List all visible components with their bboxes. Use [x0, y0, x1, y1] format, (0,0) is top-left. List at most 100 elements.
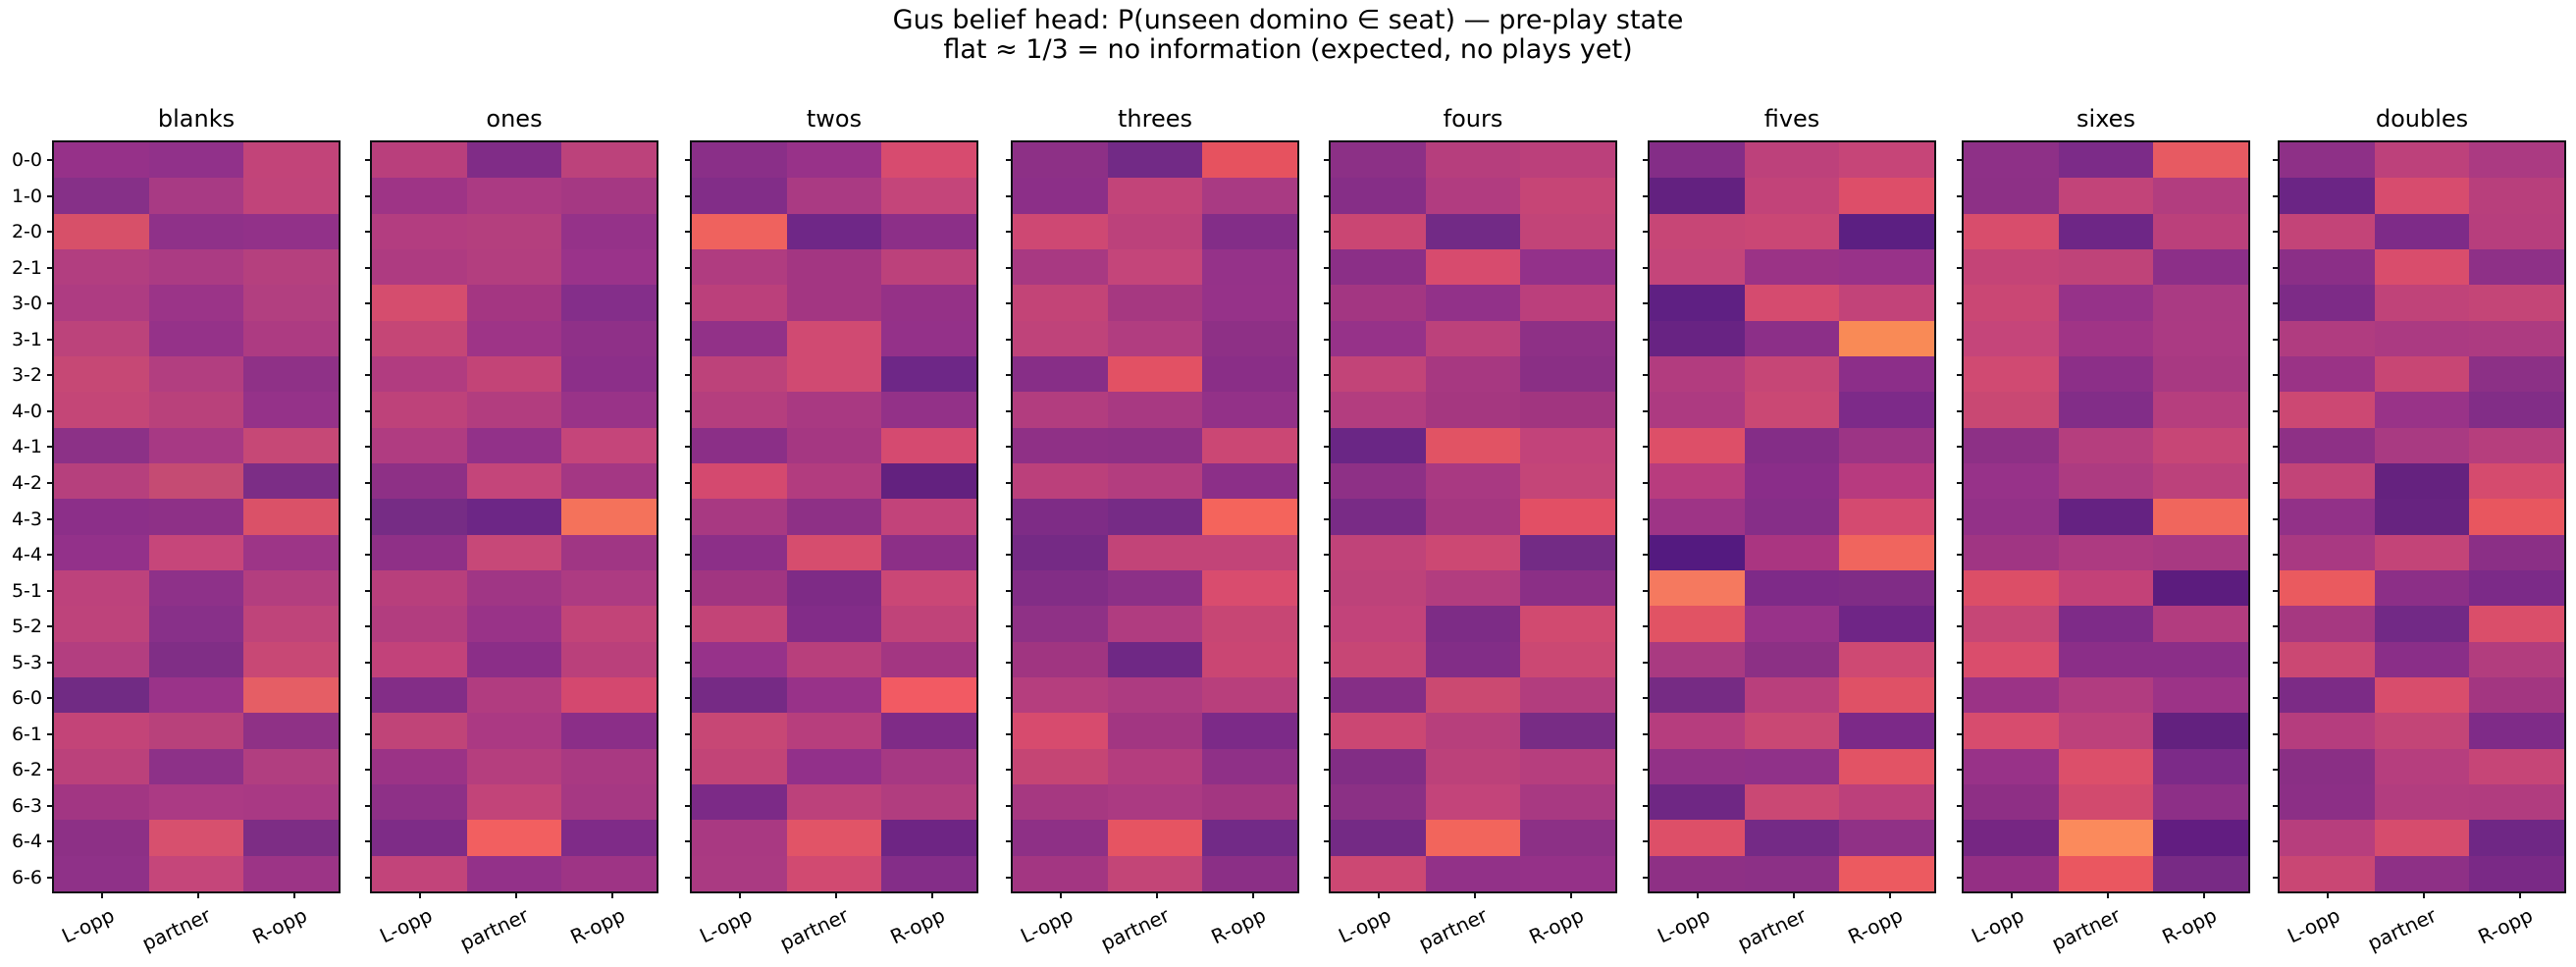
y-tick-mark [365, 840, 372, 843]
y-tick-mark [1324, 589, 1331, 592]
heatmap-cell-1-0-R-opp [1839, 178, 1934, 214]
y-tick-mark [685, 732, 692, 735]
heatmap-cell-3-1-L-opp [1964, 320, 2059, 356]
x-tick-label: R-opp [1525, 903, 1588, 949]
figure-title: Gus belief head: P(unseen domino ∈ seat)… [0, 6, 2576, 65]
y-tick-mark [2273, 231, 2280, 234]
heatmap-cell-0-0-L-opp [692, 142, 787, 179]
heatmap-cell-5-2-L-opp [2280, 606, 2375, 642]
heatmap-cell-6-3-R-opp [561, 783, 657, 821]
heatmap-cell-2-1-L-opp [2280, 248, 2375, 286]
y-tick-mark [365, 769, 372, 772]
heatmap-cell-5-3-partner [1744, 641, 1840, 677]
y-tick-label: 4-0 [11, 400, 42, 422]
heatmap-cell-3-1-R-opp [2153, 320, 2248, 356]
y-tick-mark [47, 769, 54, 772]
heatmap-panel-ones: ones L-opp partner R-opp [365, 105, 658, 955]
y-tick-label: 1-0 [11, 185, 42, 207]
heatmap-cell-4-3-L-opp [1013, 499, 1108, 535]
y-tick-mark [47, 231, 54, 234]
y-tick-mark [1957, 194, 1964, 197]
y-tick-mark [1006, 554, 1013, 557]
x-tick-mark [1697, 891, 1699, 898]
y-tick-mark [1324, 446, 1331, 449]
heatmap-cell-5-3-partner [1107, 641, 1203, 677]
heatmap-cell-5-2-R-opp [2469, 606, 2564, 642]
heatmap-cell-6-2-partner [1425, 748, 1521, 784]
heatmap-cell-6-6-L-opp [1650, 855, 1745, 891]
y-tick-mark [1643, 374, 1650, 377]
heatmap-cell-1-0-partner [466, 178, 562, 214]
heatmap-cell-3-2-partner [1744, 355, 1840, 393]
heatmap-cell-5-3-R-opp [1839, 641, 1934, 677]
y-tick-mark [685, 769, 692, 772]
heatmap-cell-1-0-L-opp [1650, 178, 1745, 214]
heatmap-cell-6-3-L-opp [1650, 783, 1745, 821]
heatmap-cell-4-3-R-opp [2469, 499, 2564, 535]
y-tick-mark [47, 266, 54, 269]
heatmap-cell-5-3-L-opp [372, 641, 467, 677]
heatmap-cell-4-1-partner [1425, 427, 1521, 463]
y-tick-label: 3-1 [11, 328, 42, 350]
heatmap-cell-3-2-R-opp [2153, 355, 2248, 393]
heatmap-cell-3-0-L-opp [1013, 285, 1108, 321]
heatmap-cell-4-0-partner [1744, 392, 1840, 428]
y-tick-mark [365, 554, 372, 557]
y-tick-mark [47, 554, 54, 557]
heatmap-cell-4-1-partner [1744, 427, 1840, 463]
y-tick-mark [685, 409, 692, 412]
heatmap-cell-4-4-R-opp [561, 534, 657, 570]
panel-title: ones [486, 105, 543, 133]
y-tick-mark [47, 409, 54, 412]
heatmap-cell-6-2-R-opp [1839, 748, 1934, 784]
y-tick-mark [365, 517, 372, 520]
x-tick-mark [419, 891, 421, 898]
heatmap-cell-5-1-partner [466, 569, 562, 607]
heatmap-cell-4-1-R-opp [561, 427, 657, 463]
heatmap-cell-4-1-partner [148, 427, 244, 463]
heatmap-cell-5-2-R-opp [1839, 606, 1934, 642]
heatmap-cell-3-1-L-opp [1013, 320, 1108, 356]
heatmap-cell-1-0-R-opp [561, 178, 657, 214]
heatmap-cell-4-3-partner [148, 499, 244, 535]
heatmap-cell-6-4-partner [786, 820, 882, 856]
heatmap-cell-4-1-R-opp [1839, 427, 1934, 463]
y-tick-mark [1643, 338, 1650, 341]
heatmap-cell-2-1-partner [1107, 248, 1203, 286]
y-tick-label: 4-1 [11, 436, 42, 458]
heatmap-cell-3-1-R-opp [561, 320, 657, 356]
heatmap-cell-5-3-L-opp [2280, 641, 2375, 677]
heatmap-cell-5-1-L-opp [1013, 569, 1108, 607]
heatmap-cell-2-1-partner [1425, 248, 1521, 286]
heatmap-cell-2-1-partner [2374, 248, 2470, 286]
heatmap-cell-6-1-L-opp [372, 713, 467, 749]
heatmap-cell-4-4-partner [786, 534, 882, 570]
panel-title: threes [1118, 105, 1192, 133]
heatmap-cell-6-1-partner [1425, 713, 1521, 749]
heatmap-cell-5-2-R-opp [1520, 606, 1615, 642]
y-tick-mark [1324, 409, 1331, 412]
heatmap-cell-3-2-L-opp [2280, 355, 2375, 393]
heatmap-cell-2-1-R-opp [1202, 248, 1297, 286]
heatmap-cell-4-4-L-opp [692, 534, 787, 570]
heatmap-cell-5-1-R-opp [1839, 569, 1934, 607]
heatmap-grid [1013, 142, 1297, 891]
heatmap-cell-2-0-partner [466, 213, 562, 249]
heatmap-cell-3-2-L-opp [1013, 355, 1108, 393]
heatmap-cell-5-1-L-opp [1964, 569, 2059, 607]
y-tick-label: 6-1 [11, 723, 42, 745]
x-tick-label: partner [1096, 903, 1174, 956]
heatmap-cell-3-0-partner [1107, 285, 1203, 321]
x-tick-label: L-opp [2284, 903, 2344, 948]
heatmap-cell-2-1-R-opp [2153, 248, 2248, 286]
heatmap-cell-6-0-R-opp [1839, 676, 1934, 714]
heatmap-cell-4-2-partner [1744, 462, 1840, 500]
heatmap-cell-5-2-partner [148, 606, 244, 642]
heatmap-cell-4-3-R-opp [1839, 499, 1934, 535]
heatmap-cell-2-1-R-opp [2469, 248, 2564, 286]
y-tick-label: 6-3 [11, 794, 42, 817]
y-tick-mark [685, 374, 692, 377]
y-tick-mark [1957, 589, 1964, 592]
heatmap-cell-4-2-partner [1107, 462, 1203, 500]
heatmap-cell-2-0-partner [1107, 213, 1203, 249]
